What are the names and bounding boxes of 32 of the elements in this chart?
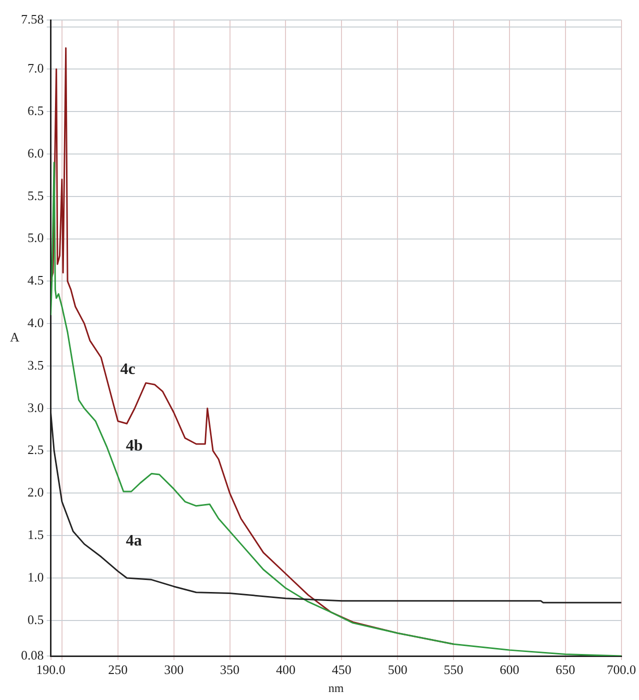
- x-tick-label: 650: [556, 662, 576, 678]
- y-tick-label: 5.5: [28, 188, 44, 203]
- series-label: 4a: [126, 532, 142, 550]
- y-tick-label: 4.5: [28, 272, 44, 288]
- y-tick-label: 6.0: [28, 145, 44, 160]
- x-tick-label: 300: [164, 662, 184, 678]
- y-tick-label: 6.5: [28, 103, 44, 118]
- x-tick-label: 400: [276, 662, 296, 678]
- x-tick-label: 190.0: [36, 662, 66, 678]
- y-tick-label: 1.0: [28, 569, 44, 584]
- y-tick-label: 2.0: [28, 484, 44, 500]
- y-tick-label: 7.58: [21, 11, 44, 26]
- y-tick-label: 1.5: [28, 527, 44, 542]
- y-tick-label: 7.0: [28, 60, 44, 76]
- x-axis-title: nm: [328, 680, 344, 695]
- y-tick-label: 2.5: [28, 442, 44, 458]
- y-tick-label: 3.5: [28, 357, 44, 372]
- x-tick-label: 250: [108, 662, 128, 678]
- y-axis-title: A: [10, 329, 20, 344]
- y-tick-label: 3.0: [28, 400, 44, 415]
- x-tick-label: 700.0: [606, 662, 636, 678]
- series-label: 4b: [126, 437, 143, 454]
- x-tick-label: 550: [444, 662, 464, 678]
- y-tick-label: 0.5: [28, 612, 44, 627]
- x-tick-label: 350: [220, 662, 240, 678]
- y-tick-label: 4.0: [28, 315, 44, 330]
- x-tick-label: 600: [500, 662, 520, 678]
- y-tick-label: 0.08: [21, 647, 44, 662]
- series-label: 4c: [120, 361, 136, 378]
- y-tick-label: 5.0: [28, 230, 44, 246]
- x-tick-label: 500: [388, 662, 408, 678]
- x-tick-label: 450: [332, 662, 352, 678]
